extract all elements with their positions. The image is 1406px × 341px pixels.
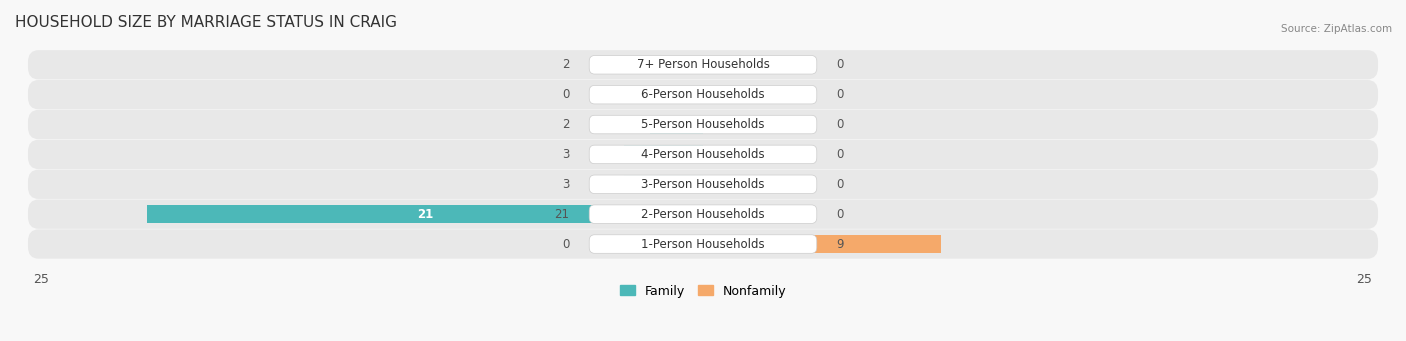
Legend: Family, Nonfamily: Family, Nonfamily: [614, 280, 792, 302]
Text: 3: 3: [562, 178, 569, 191]
Text: 4-Person Households: 4-Person Households: [641, 148, 765, 161]
Text: 3-Person Households: 3-Person Households: [641, 178, 765, 191]
Text: 0: 0: [837, 88, 844, 101]
Text: 21: 21: [554, 208, 569, 221]
FancyBboxPatch shape: [28, 229, 1378, 259]
FancyBboxPatch shape: [28, 170, 1378, 199]
Bar: [624, 146, 703, 163]
Text: HOUSEHOLD SIZE BY MARRIAGE STATUS IN CRAIG: HOUSEHOLD SIZE BY MARRIAGE STATUS IN CRA…: [15, 15, 396, 30]
FancyBboxPatch shape: [28, 50, 1378, 79]
Text: 7+ Person Households: 7+ Person Households: [637, 58, 769, 71]
FancyBboxPatch shape: [589, 145, 817, 164]
Bar: [703, 235, 941, 253]
Bar: [148, 205, 703, 223]
Text: 0: 0: [837, 148, 844, 161]
Text: 0: 0: [562, 88, 569, 101]
Bar: [650, 116, 703, 133]
FancyBboxPatch shape: [589, 175, 817, 194]
FancyBboxPatch shape: [589, 85, 817, 104]
Text: 2: 2: [562, 58, 569, 71]
Text: 0: 0: [837, 58, 844, 71]
FancyBboxPatch shape: [589, 235, 817, 253]
Text: 0: 0: [837, 208, 844, 221]
Text: 5-Person Households: 5-Person Households: [641, 118, 765, 131]
FancyBboxPatch shape: [28, 140, 1378, 169]
Text: 1-Person Households: 1-Person Households: [641, 238, 765, 251]
FancyBboxPatch shape: [589, 56, 817, 74]
Bar: [624, 175, 703, 193]
Text: 3: 3: [562, 148, 569, 161]
Text: 9: 9: [837, 238, 844, 251]
FancyBboxPatch shape: [589, 115, 817, 134]
Text: 0: 0: [562, 238, 569, 251]
Text: 6-Person Households: 6-Person Households: [641, 88, 765, 101]
Text: Source: ZipAtlas.com: Source: ZipAtlas.com: [1281, 24, 1392, 34]
FancyBboxPatch shape: [28, 199, 1378, 229]
Bar: [650, 56, 703, 74]
FancyBboxPatch shape: [28, 80, 1378, 109]
Text: 0: 0: [837, 178, 844, 191]
Text: 0: 0: [837, 118, 844, 131]
FancyBboxPatch shape: [589, 205, 817, 223]
Text: 2-Person Households: 2-Person Households: [641, 208, 765, 221]
Text: 21: 21: [418, 208, 433, 221]
Text: 2: 2: [562, 118, 569, 131]
FancyBboxPatch shape: [28, 110, 1378, 139]
